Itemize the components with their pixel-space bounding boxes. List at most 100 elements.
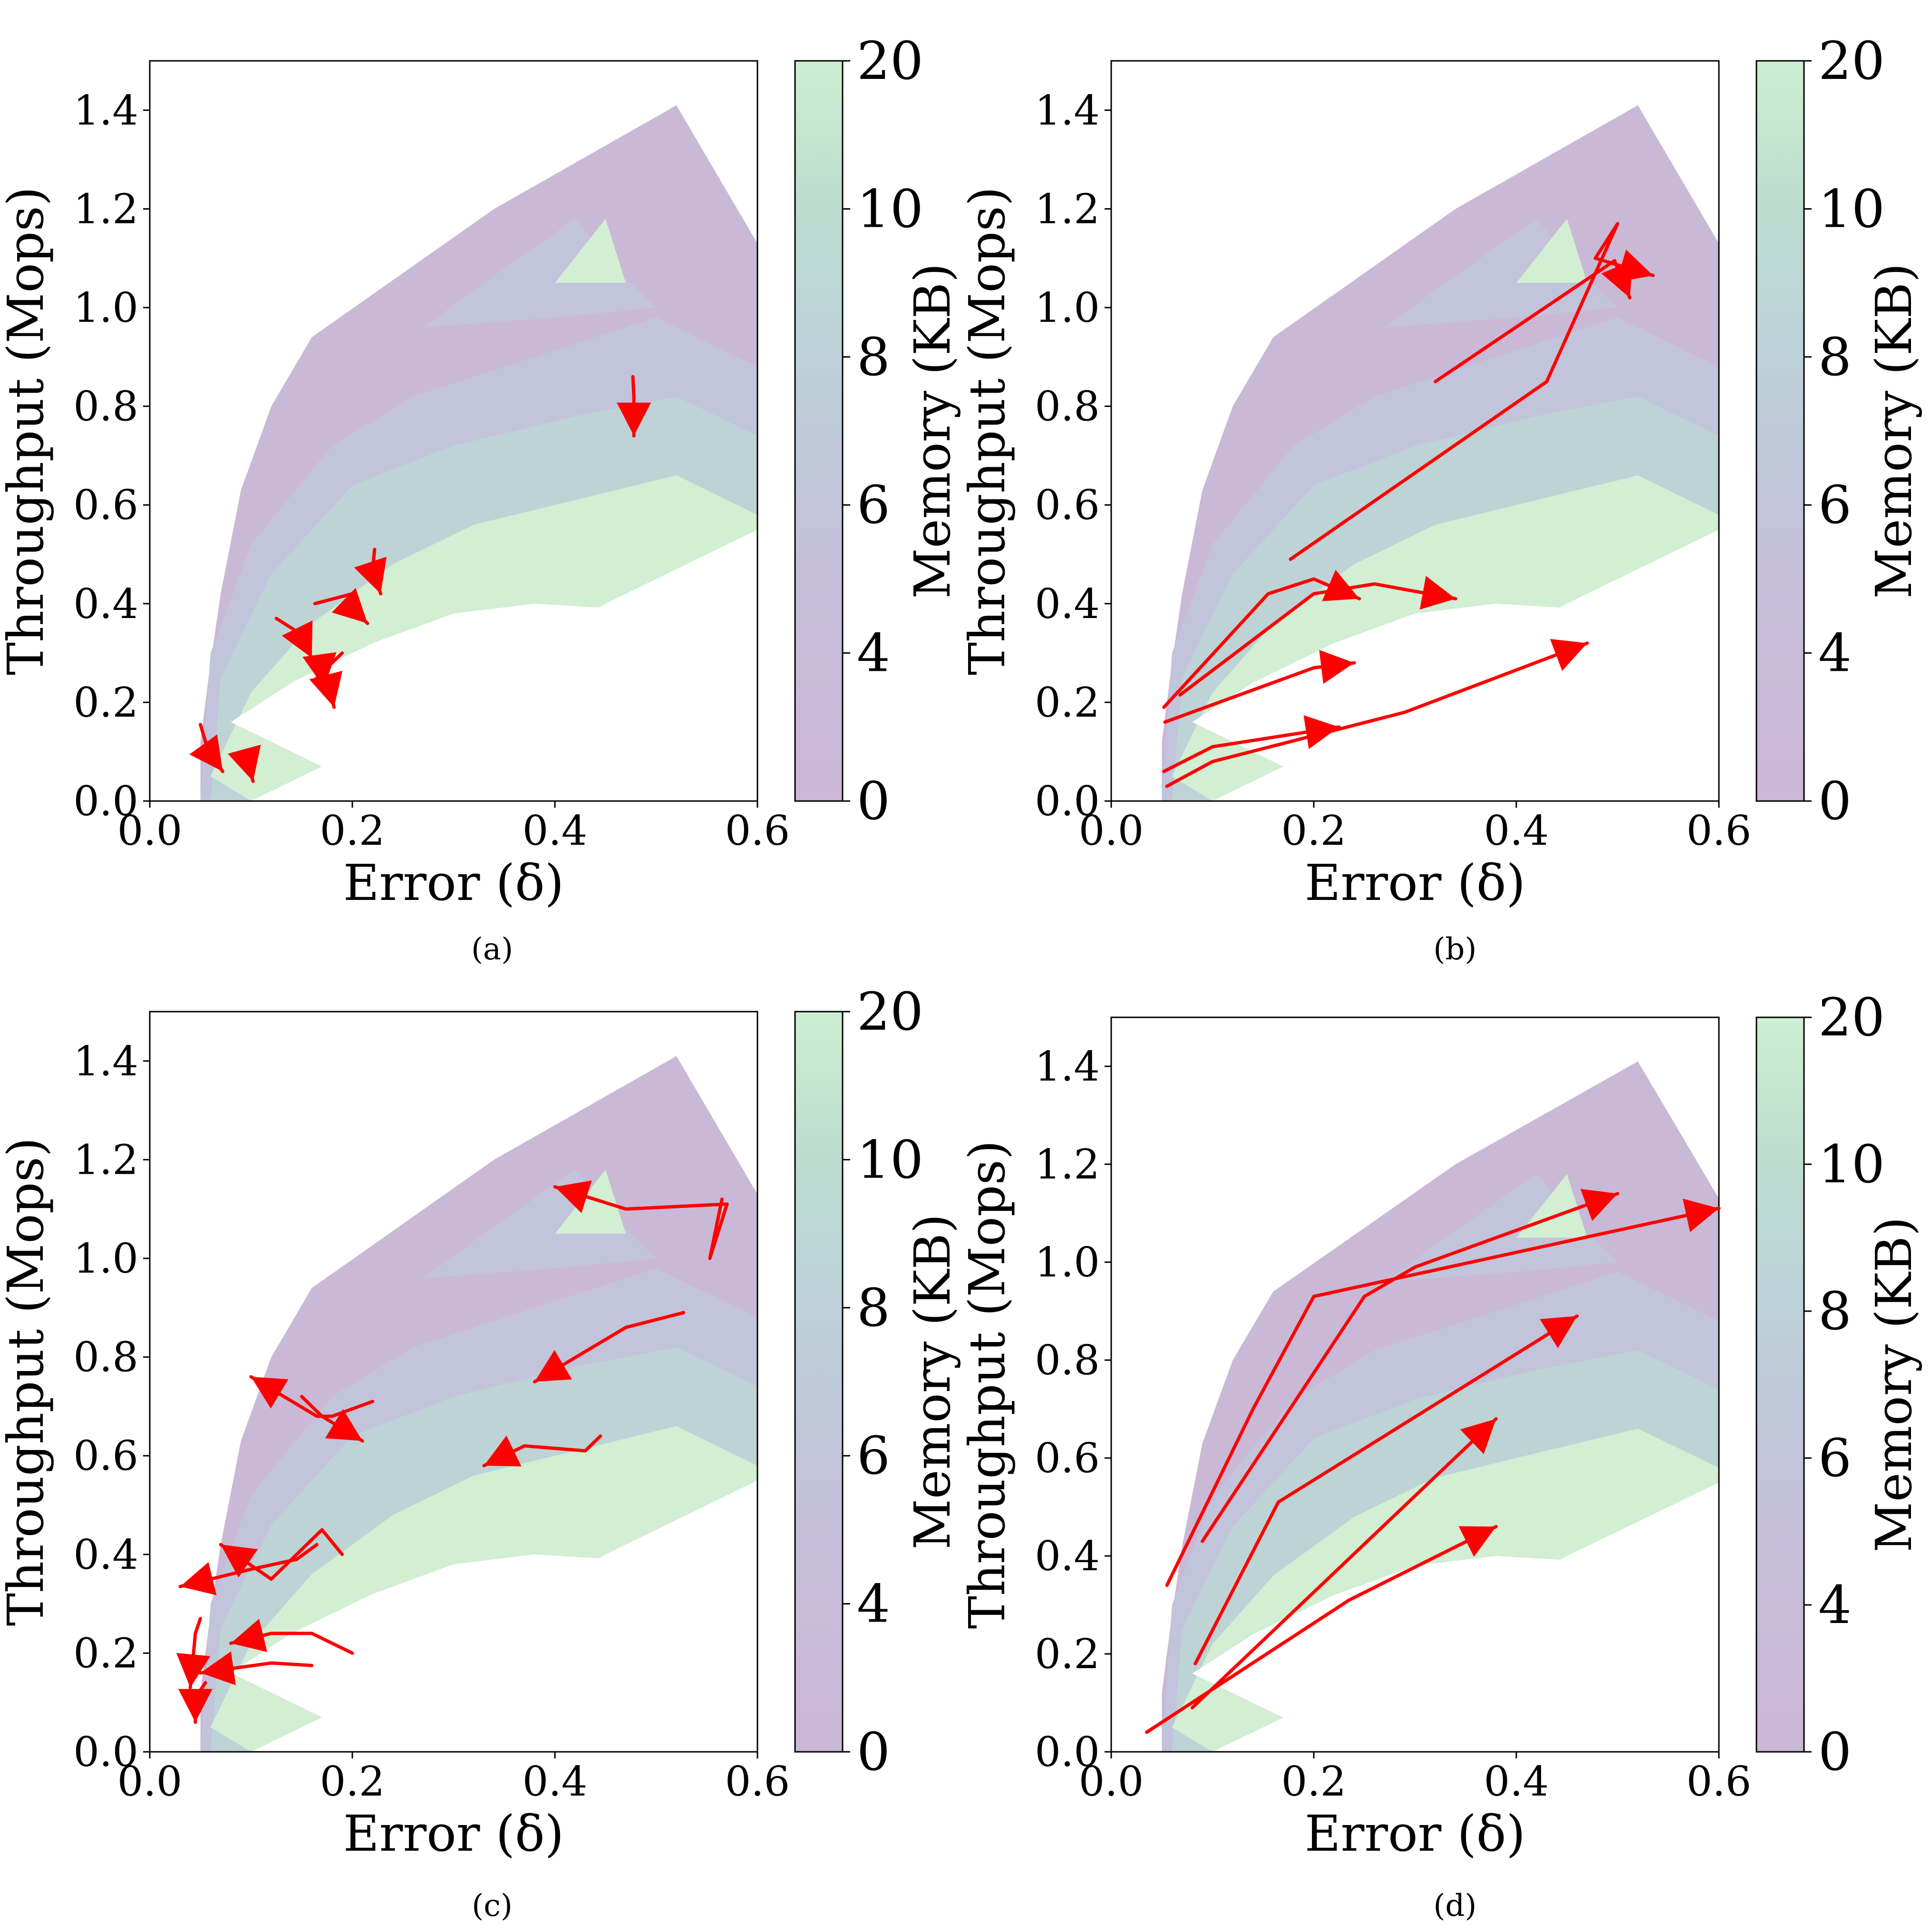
colorbar-tick-label: 0 — [1818, 771, 1852, 831]
x-tick-label: 0.4 — [1484, 1758, 1549, 1806]
colorbar-tick-label: 10 — [857, 1129, 923, 1190]
chart-panel: 0.0 0.2 0.4 0.6 0.0 0.2 0.4 0.6 0.8 1.0 1.2 1.4 Erro… — [958, 30, 1923, 967]
trajectory-arrowhead — [1458, 1526, 1496, 1557]
trajectory-arrowhead — [302, 652, 337, 688]
trajectory-arrowhead — [354, 557, 387, 594]
trajectory-arrowhead — [1319, 650, 1355, 684]
y-tick-label: 0.0 — [1035, 1729, 1100, 1776]
trajectory-line — [1190, 1417, 1498, 1710]
colorbar — [794, 1011, 844, 1753]
contour-band — [1192, 1556, 1577, 1723]
y-tick-label: 0.8 — [73, 1334, 138, 1381]
trajectory-arrowhead — [200, 1651, 236, 1685]
trajectory-line — [1165, 1207, 1721, 1587]
trajectory-arrowhead — [251, 1377, 289, 1409]
colorbar — [1755, 60, 1805, 802]
panel-caption: (a) — [471, 932, 513, 967]
plot-frame — [149, 60, 758, 802]
y-tick-label: 1.2 — [73, 1136, 138, 1184]
colorbar-tick-label: 20 — [857, 981, 923, 1042]
colorbar-tick-label: 8 — [1818, 327, 1852, 387]
colorbar-tick-label: 20 — [1818, 30, 1885, 91]
colorbar-tick-label: 4 — [857, 1574, 890, 1634]
x-axis-label: Error (δ) — [1305, 1805, 1526, 1863]
y-tick-label: 0.2 — [1035, 1631, 1100, 1678]
y-tick-label: 0.8 — [1035, 383, 1100, 431]
trajectory-arrowhead — [1550, 638, 1588, 671]
trajectory-arrowhead — [309, 671, 343, 707]
y-tick-label: 0.4 — [73, 1531, 138, 1579]
colorbar-tick-label: 20 — [1818, 987, 1885, 1048]
trajectory-line — [1162, 725, 1341, 773]
y-axis-label: Throughput (Mops) — [958, 1140, 1016, 1629]
trajectory-arrowhead — [281, 620, 313, 658]
colorbar-tick-label: 8 — [1818, 1281, 1852, 1342]
trajectory-arrowhead — [534, 1350, 572, 1382]
x-tick-label: 0.2 — [1281, 1758, 1347, 1806]
colorbar-tick-label: 6 — [857, 474, 890, 535]
plot-frame — [149, 1011, 758, 1753]
x-tick-label: 0.4 — [1484, 807, 1549, 855]
y-tick-label: 0.8 — [1035, 1337, 1100, 1384]
trajectory-line — [1178, 582, 1457, 697]
colorbar-tick-label: 8 — [857, 327, 890, 387]
y-tick-label: 0.6 — [1035, 482, 1100, 529]
trajectory-arrowhead — [231, 1619, 267, 1652]
x-tick-label: 0.6 — [1687, 1758, 1752, 1806]
x-tick-label: 0.6 — [1687, 807, 1752, 855]
contour-band — [1516, 1174, 1588, 1238]
y-tick-label: 1.0 — [1035, 1239, 1100, 1286]
x-tick-label: 0.2 — [1281, 807, 1347, 855]
chart-panel: 0.0 0.2 0.4 0.6 0.0 0.2 0.4 0.6 0.8 1.0 1.2 1.4 Erro… — [958, 987, 1923, 1923]
y-tick-label: 1.4 — [73, 1038, 138, 1085]
x-tick-label: 0.6 — [725, 807, 790, 855]
colorbar-tick-label: 0 — [857, 1721, 890, 1782]
colorbar-tick-label: 0 — [1818, 1721, 1852, 1782]
panel-caption: (c) — [472, 1888, 513, 1923]
contour-band — [231, 603, 616, 772]
contour-band — [1385, 219, 1618, 328]
trajectory-arrowhead — [617, 402, 651, 436]
trajectory-arrowhead — [1419, 576, 1456, 610]
colorbar-tick-label: 4 — [857, 623, 890, 684]
trajectory-arrowhead — [1540, 1316, 1577, 1348]
trajectory-line — [1201, 1192, 1620, 1543]
y-tick-label: 0.2 — [73, 679, 138, 726]
y-tick-label: 1.4 — [1035, 1043, 1100, 1091]
trajectory-arrowhead — [176, 1653, 211, 1688]
trajectory-line — [1193, 1314, 1579, 1666]
trajectory-arrowhead — [1616, 249, 1653, 282]
trajectory-arrowhead — [1460, 1419, 1496, 1454]
y-tick-label: 1.2 — [1035, 185, 1100, 233]
contour-band — [1516, 219, 1588, 283]
y-tick-label: 1.2 — [1035, 1141, 1100, 1188]
trajectory-arrowhead — [325, 1409, 363, 1441]
contour-band — [423, 219, 656, 328]
y-tick-label: 0.6 — [73, 1432, 138, 1480]
y-tick-label: 1.0 — [73, 1235, 138, 1283]
contour-band — [1192, 603, 1577, 772]
y-tick-label: 0.4 — [1035, 1533, 1100, 1580]
colorbar-label: Memory (KB) — [903, 1214, 961, 1549]
y-tick-label: 0.0 — [73, 778, 138, 825]
y-tick-label: 0.0 — [73, 1729, 138, 1776]
trajectory-arrowhead — [484, 1435, 522, 1467]
colorbar-tick-label: 20 — [857, 30, 923, 91]
trajectory-arrowhead — [1580, 1188, 1618, 1221]
colorbar-label: Memory (KB) — [1865, 263, 1923, 599]
colorbar-tick-label: 4 — [1818, 623, 1852, 684]
x-axis-label: Error (δ) — [343, 1805, 564, 1863]
colorbar-tick-label: 6 — [1818, 474, 1852, 535]
y-tick-label: 1.0 — [1035, 284, 1100, 332]
x-tick-label: 0.2 — [320, 1758, 385, 1806]
colorbar-tick-label: 10 — [1818, 178, 1885, 239]
panel-caption: (d) — [1434, 1888, 1477, 1923]
x-tick-label: 0.6 — [725, 1758, 790, 1806]
contour-band — [555, 1169, 626, 1234]
y-axis-label: Throughput (Mops) — [958, 187, 1016, 676]
trajectory-arrowhead — [555, 1180, 592, 1213]
trajectory-line — [1165, 641, 1589, 788]
y-tick-label: 0.4 — [73, 580, 138, 628]
colorbar — [794, 60, 844, 802]
